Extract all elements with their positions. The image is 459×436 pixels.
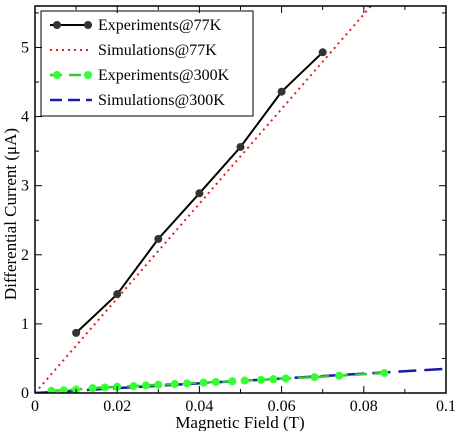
legend-label-2: Experiments@300K <box>98 67 230 84</box>
data-point-2-4 <box>100 383 109 392</box>
legend-label-1: Simulations@77K <box>98 42 217 59</box>
x-tick-label-3: 0.06 <box>268 398 296 415</box>
data-point-2-8 <box>154 380 163 389</box>
x-tick-label-4: 0.08 <box>350 398 378 415</box>
legend-marker-left-0 <box>53 21 61 29</box>
x-tick-label-2: 0.04 <box>185 398 213 415</box>
series-line-1 <box>35 6 373 393</box>
x-tick-label-1: 0.02 <box>103 398 131 415</box>
data-point-2-11 <box>199 378 208 387</box>
data-point-2-1 <box>59 386 68 393</box>
data-point-2-10 <box>183 379 192 388</box>
legend-marker-left-2 <box>53 71 61 79</box>
plot-area <box>35 6 446 393</box>
y-tick-label-0: 0 <box>21 385 29 402</box>
y-tick-label-3: 3 <box>21 178 29 195</box>
legend-marker-right-2 <box>84 71 92 79</box>
y-tick-label-5: 5 <box>21 39 29 56</box>
data-point-2-13 <box>228 377 237 386</box>
x-axis-title: Magnetic Field (T) <box>175 413 304 431</box>
data-point-0-1 <box>113 290 122 299</box>
legend: Experiments@77K Simulations@77K Experime… <box>40 10 254 117</box>
y-axis-title: Differential Current (μA) <box>1 128 20 300</box>
x-tick-label-5: 0.1 <box>436 398 456 415</box>
data-point-2-19 <box>335 371 344 380</box>
data-point-2-15 <box>257 375 266 384</box>
data-point-0-4 <box>236 142 245 151</box>
data-point-2-14 <box>240 376 249 385</box>
data-point-0-6 <box>318 48 327 57</box>
data-point-0-0 <box>72 328 81 337</box>
data-point-2-9 <box>170 380 179 389</box>
y-tick-label-4: 4 <box>21 109 29 126</box>
data-point-2-3 <box>88 384 97 393</box>
data-point-0-5 <box>277 87 286 96</box>
data-point-2-16 <box>269 375 278 384</box>
legend-box <box>40 10 254 117</box>
data-point-2-17 <box>281 374 290 383</box>
data-point-2-20 <box>380 368 389 377</box>
data-point-2-0 <box>47 386 56 393</box>
data-point-2-6 <box>129 382 138 391</box>
y-tick-label-1: 1 <box>21 316 29 333</box>
y-tick-label-2: 2 <box>21 247 29 264</box>
legend-label-3: Simulations@300K <box>98 92 225 109</box>
data-point-0-2 <box>154 234 163 243</box>
data-point-2-7 <box>141 381 150 390</box>
data-point-0-3 <box>195 189 204 198</box>
x-tick-label-0: 0 <box>31 398 39 415</box>
legend-marker-right-0 <box>84 21 92 29</box>
data-point-2-18 <box>310 373 319 382</box>
data-point-2-12 <box>211 377 220 386</box>
legend-label-0: Experiments@77K <box>98 17 222 34</box>
